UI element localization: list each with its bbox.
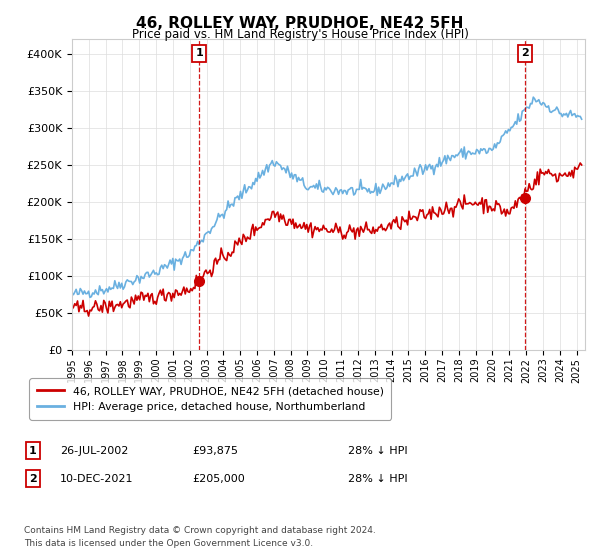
Text: 2: 2 — [29, 474, 37, 484]
Text: Price paid vs. HM Land Registry's House Price Index (HPI): Price paid vs. HM Land Registry's House … — [131, 28, 469, 41]
Text: £205,000: £205,000 — [192, 474, 245, 484]
Text: This data is licensed under the Open Government Licence v3.0.: This data is licensed under the Open Gov… — [24, 539, 313, 548]
Text: 46, ROLLEY WAY, PRUDHOE, NE42 5FH: 46, ROLLEY WAY, PRUDHOE, NE42 5FH — [136, 16, 464, 31]
Legend: 46, ROLLEY WAY, PRUDHOE, NE42 5FH (detached house), HPI: Average price, detached: 46, ROLLEY WAY, PRUDHOE, NE42 5FH (detac… — [29, 379, 391, 419]
Text: 28% ↓ HPI: 28% ↓ HPI — [348, 474, 407, 484]
Text: 26-JUL-2002: 26-JUL-2002 — [60, 446, 128, 456]
Text: 10-DEC-2021: 10-DEC-2021 — [60, 474, 133, 484]
Text: 1: 1 — [195, 48, 203, 58]
Text: 28% ↓ HPI: 28% ↓ HPI — [348, 446, 407, 456]
Text: 2: 2 — [521, 48, 529, 58]
Text: Contains HM Land Registry data © Crown copyright and database right 2024.: Contains HM Land Registry data © Crown c… — [24, 526, 376, 535]
Text: 1: 1 — [29, 446, 37, 456]
Text: £93,875: £93,875 — [192, 446, 238, 456]
